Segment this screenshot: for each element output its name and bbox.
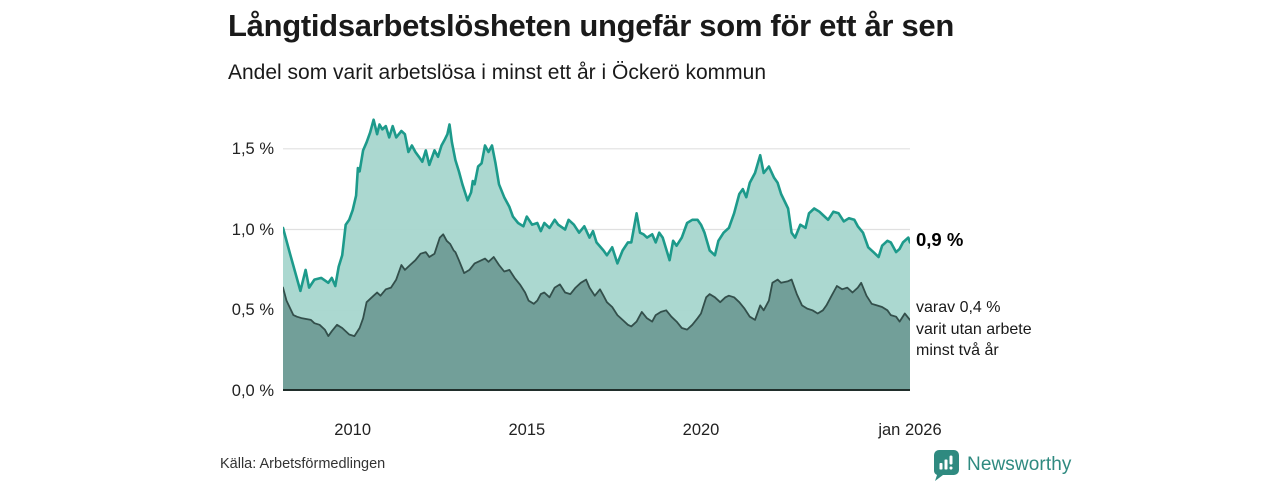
latest-value-label: 0,9 % [916, 229, 964, 250]
two-year-unemployed-area [283, 234, 910, 391]
unemployment-area-chart [283, 118, 910, 391]
page-title: Långtidsarbetslösheten ungefär som för e… [228, 8, 955, 43]
x-tick-label: 2020 [682, 421, 720, 439]
total-unemployed-line [283, 118, 910, 293]
x-tick-label: 2010 [334, 421, 372, 439]
y-tick-label: 0,5 % [231, 301, 274, 320]
two-year-annotation-line: varit utan arbete [916, 320, 1032, 338]
newsworthy-logo: Newsworthy [933, 449, 1072, 481]
newsworthy-icon [933, 449, 959, 481]
x-tick-label: jan 2026 [878, 421, 942, 439]
x-tick-label: 2015 [508, 421, 546, 439]
two-year-annotation-line: varav 0,4 % [916, 299, 1001, 316]
y-tick-label: 1,5 % [231, 139, 274, 158]
two-year-unemployed-line [283, 233, 910, 337]
chart-subtitle: Andel som varit arbetslösa i minst ett å… [228, 61, 767, 84]
y-tick-label: 0,0 % [231, 382, 274, 400]
newsworthy-wordmark: Newsworthy [967, 454, 1072, 475]
two-year-annotation-line: minst två år [916, 342, 999, 359]
y-tick-label: 1,0 % [231, 220, 274, 239]
two-year-annotation: varav 0,4 % varit utan arbete minst två … [916, 297, 1032, 362]
source-note: Källa: Arbetsförmedlingen [220, 456, 386, 472]
